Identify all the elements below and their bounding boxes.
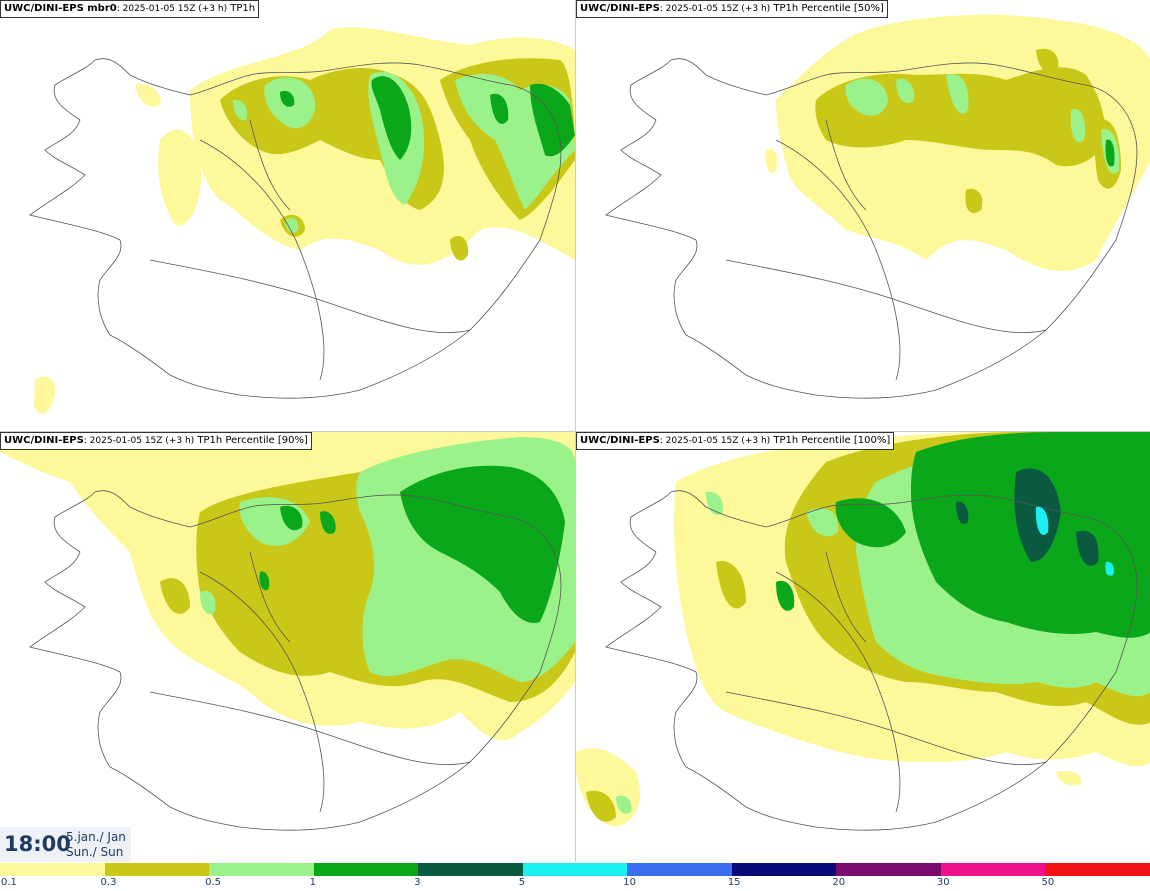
model-name: UWC/DINI-EPS mbr0 <box>4 3 117 14</box>
legend-swatch <box>104 863 211 876</box>
legend-swatch <box>418 863 524 876</box>
color-legend: 0.1 0.3 0.5 1 3 5 10 15 20 30 50 <box>0 863 1150 891</box>
legend-tick-label: 5 <box>518 877 526 888</box>
precip-map-mbr0 <box>29 27 575 414</box>
legend-swatch <box>836 863 942 876</box>
legend-tick-label: 0.1 <box>1 877 17 888</box>
precip-green <box>1105 139 1115 167</box>
precip-map-p90 <box>0 432 575 831</box>
run-time: : 2025-01-05 15Z (+3 h) <box>83 436 195 446</box>
field-name: TP1h Percentile [50%] <box>770 3 884 14</box>
field-name: TP1h Percentile [90%] <box>194 435 308 446</box>
coastline <box>29 58 562 399</box>
run-time: : 2025-01-05 15Z (+3 h) <box>659 436 771 446</box>
valid-time: 18:00 <box>4 832 71 856</box>
map-panel-p90: UWC/DINI-EPS: 2025-01-05 15Z (+3 h) TP1h… <box>0 432 575 863</box>
legend-tick-label: 20 <box>832 877 846 888</box>
panel-title: UWC/DINI-EPS: 2025-01-05 15Z (+3 h) TP1h… <box>576 0 888 18</box>
legend-tick-label: 3 <box>414 877 421 888</box>
legend-swatch <box>209 863 315 876</box>
legend-tick-label: 50 <box>1041 877 1055 888</box>
legend-swatch <box>522 863 629 876</box>
coastline <box>605 490 1138 831</box>
run-time: : 2025-01-05 15Z (+3 h) <box>116 4 228 14</box>
legend-tick-label: 0.5 <box>205 877 221 888</box>
legend-swatch <box>940 863 1047 876</box>
run-time: : 2025-01-05 15Z (+3 h) <box>659 4 771 14</box>
panel-title: UWC/DINI-EPS mbr0: 2025-01-05 15Z (+3 h)… <box>0 0 260 18</box>
model-name: UWC/DINI-EPS <box>580 435 660 446</box>
coastline <box>605 58 1138 399</box>
legend-tick-label: 1 <box>309 877 316 888</box>
legend-tick-label: 10 <box>623 877 636 888</box>
panel-title: UWC/DINI-EPS: 2025-01-05 15Z (+3 h) TP1h… <box>0 432 312 450</box>
precip-cyan <box>1035 506 1115 576</box>
model-name: UWC/DINI-EPS <box>580 3 660 14</box>
valid-time-box: 18:00 5.jan./ Jan Sun./ Sun <box>0 827 131 862</box>
precip-map-p100 <box>576 432 1150 831</box>
valid-date: 5.jan./ Jan <box>66 830 126 844</box>
legend-swatch <box>1045 863 1150 876</box>
legend-swatch <box>627 863 733 876</box>
panel-divider-horizontal <box>0 431 1150 432</box>
field-name: TP1h Percentile [100%] <box>770 435 891 446</box>
legend-tick-label: 15 <box>727 877 741 888</box>
coastline <box>29 490 562 831</box>
precip-green <box>259 465 565 623</box>
legend-swatch <box>313 863 420 876</box>
panel-title: UWC/DINI-EPS: 2025-01-05 15Z (+3 h) TP1h… <box>576 432 895 450</box>
map-panel-p50: UWC/DINI-EPS: 2025-01-05 15Z (+3 h) TP1h… <box>576 0 1150 431</box>
map-panel-mbr0: UWC/DINI-EPS mbr0: 2025-01-05 15Z (+3 h)… <box>0 0 575 431</box>
valid-weekday: Sun./ Sun <box>66 845 124 859</box>
legend-tick-label: 30 <box>936 877 950 888</box>
precip-olive <box>815 48 1121 214</box>
map-panel-p100: UWC/DINI-EPS: 2025-01-05 15Z (+3 h) TP1h… <box>576 432 1150 863</box>
precip-lightgreen <box>845 74 1120 174</box>
field-name: TP1h <box>227 3 256 14</box>
legend-swatch <box>0 863 106 876</box>
model-name: UWC/DINI-EPS <box>4 435 84 446</box>
legend-tick-label: 0.3 <box>100 877 117 888</box>
precip-map-p50 <box>605 14 1150 399</box>
legend-swatch <box>731 863 838 876</box>
